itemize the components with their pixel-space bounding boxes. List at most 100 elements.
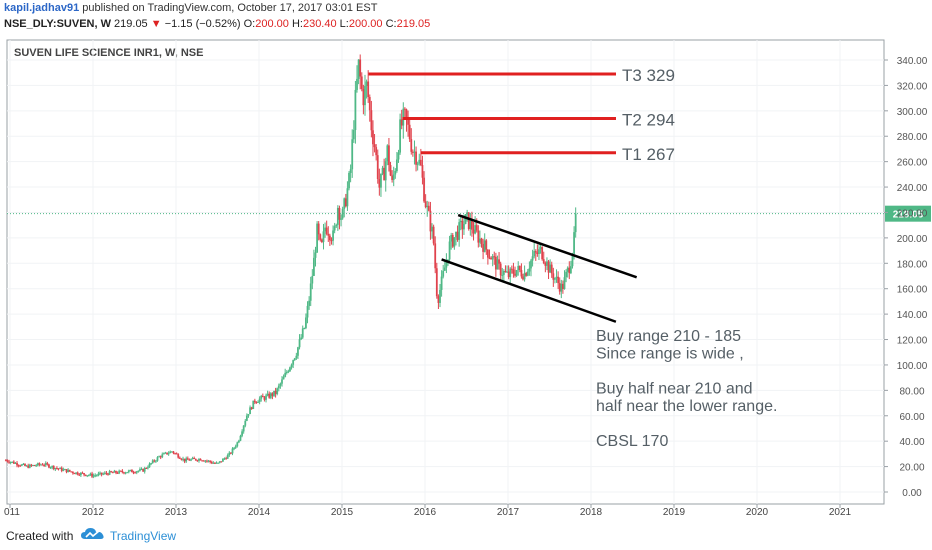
candle-body [309,283,312,301]
candle-body [512,269,515,274]
candle-body [427,205,430,211]
candle-body [429,210,432,232]
candle-body [178,457,181,459]
channel-line [457,213,638,279]
candle-body [381,167,384,174]
candle-body [466,212,469,215]
candle-body [97,473,100,476]
symbol-info: NSE_DLY:SUVEN, W 219.05 ▼ −1.15 (−0.52%)… [4,18,430,30]
candle-body [250,407,253,409]
author-link[interactable]: kapil.jadhav91 [4,2,80,14]
candle-body [140,468,143,470]
candle-body [480,238,483,244]
y-tick-label: 120.00 [897,336,928,347]
candle-body [81,472,84,474]
price-chart[interactable]: SUVEN LIFE SCIENCE INR1, W, NSE 219.05 T3… [0,0,932,520]
candle-body [151,460,154,464]
candle-body [164,452,167,454]
candle-body [573,232,575,254]
candle-body [201,460,204,462]
candle-body [494,256,497,270]
candle-body [166,452,168,455]
candle-body [421,165,424,178]
candle-body [451,234,454,247]
candle-body [501,274,504,276]
candle-body [332,230,334,241]
candle-body [518,265,521,271]
note-text: CBSL 170 [596,433,668,450]
candle-body [115,470,117,473]
candle-body [44,463,47,466]
y-tick-label: 80.00 [899,386,924,397]
candle-body [245,415,248,421]
publish-text: published on TradingView.com, October 17… [82,2,378,14]
tradingview-cloud-icon [81,528,104,539]
candle-body [20,464,23,466]
candle-body [158,456,160,458]
candle-body [392,174,395,180]
candle-body [222,458,224,462]
candle-body [554,278,556,280]
candle-body [386,145,389,162]
candle-body [162,453,165,455]
candle-body [333,226,336,231]
close-value: 219.05 [396,18,431,30]
candle-body [351,139,354,170]
candle-body [79,472,82,476]
high-value: 230.40 [302,18,337,30]
candle-body [510,268,513,270]
candle-body [493,256,496,258]
candle-body [147,467,149,469]
candle-body [71,471,74,474]
candle-body [324,227,326,232]
candle-body [169,451,172,454]
candle-body [335,224,338,227]
candle-body [273,390,275,396]
x-tick-label: 2021 [829,507,852,518]
candle-body [533,251,536,257]
candle-body [255,402,258,404]
candle-body [124,472,127,474]
candle-body [365,81,368,87]
candle-body [348,172,350,189]
candle-body [196,460,199,462]
chart-title: SUVEN LIFE SCIENCE INR1, W, NSE [14,47,203,59]
candle-body [289,367,291,372]
candle-body [317,223,320,235]
chart-frame [6,39,885,505]
candle-body [491,256,494,260]
candle-body [523,273,526,280]
candle-body [241,431,243,436]
candle-body [458,222,461,240]
candle-body [542,259,545,264]
candle-body [506,271,508,273]
candle-body [28,464,31,468]
candle-body [490,257,492,260]
candle-body [94,475,97,477]
candle-body [282,376,285,380]
y-tick-label: 0.00 [902,488,922,499]
candle-body [9,462,12,464]
candle-body [225,458,228,460]
candle-body [64,469,66,471]
candle-body [108,471,111,475]
candle-body [185,458,188,462]
candle-body [11,461,14,463]
candle-body [276,388,279,395]
candle-body [507,271,510,278]
candle-body [383,167,386,181]
candle-body [367,81,370,98]
candle-body [467,212,470,229]
y-tick-label: 160.00 [897,285,928,296]
candle-body [509,268,512,278]
candle-body [175,453,178,455]
candle-body [314,252,317,258]
candle-body [268,393,271,398]
candle-body [271,393,274,396]
candle-body [477,230,480,243]
tradingview-brand[interactable]: TradingView [110,529,177,543]
y-tick-label: 40.00 [899,437,924,448]
candle-body [134,472,137,474]
note-text: Buy half near 210 and [596,381,753,398]
candle-body [549,264,552,273]
